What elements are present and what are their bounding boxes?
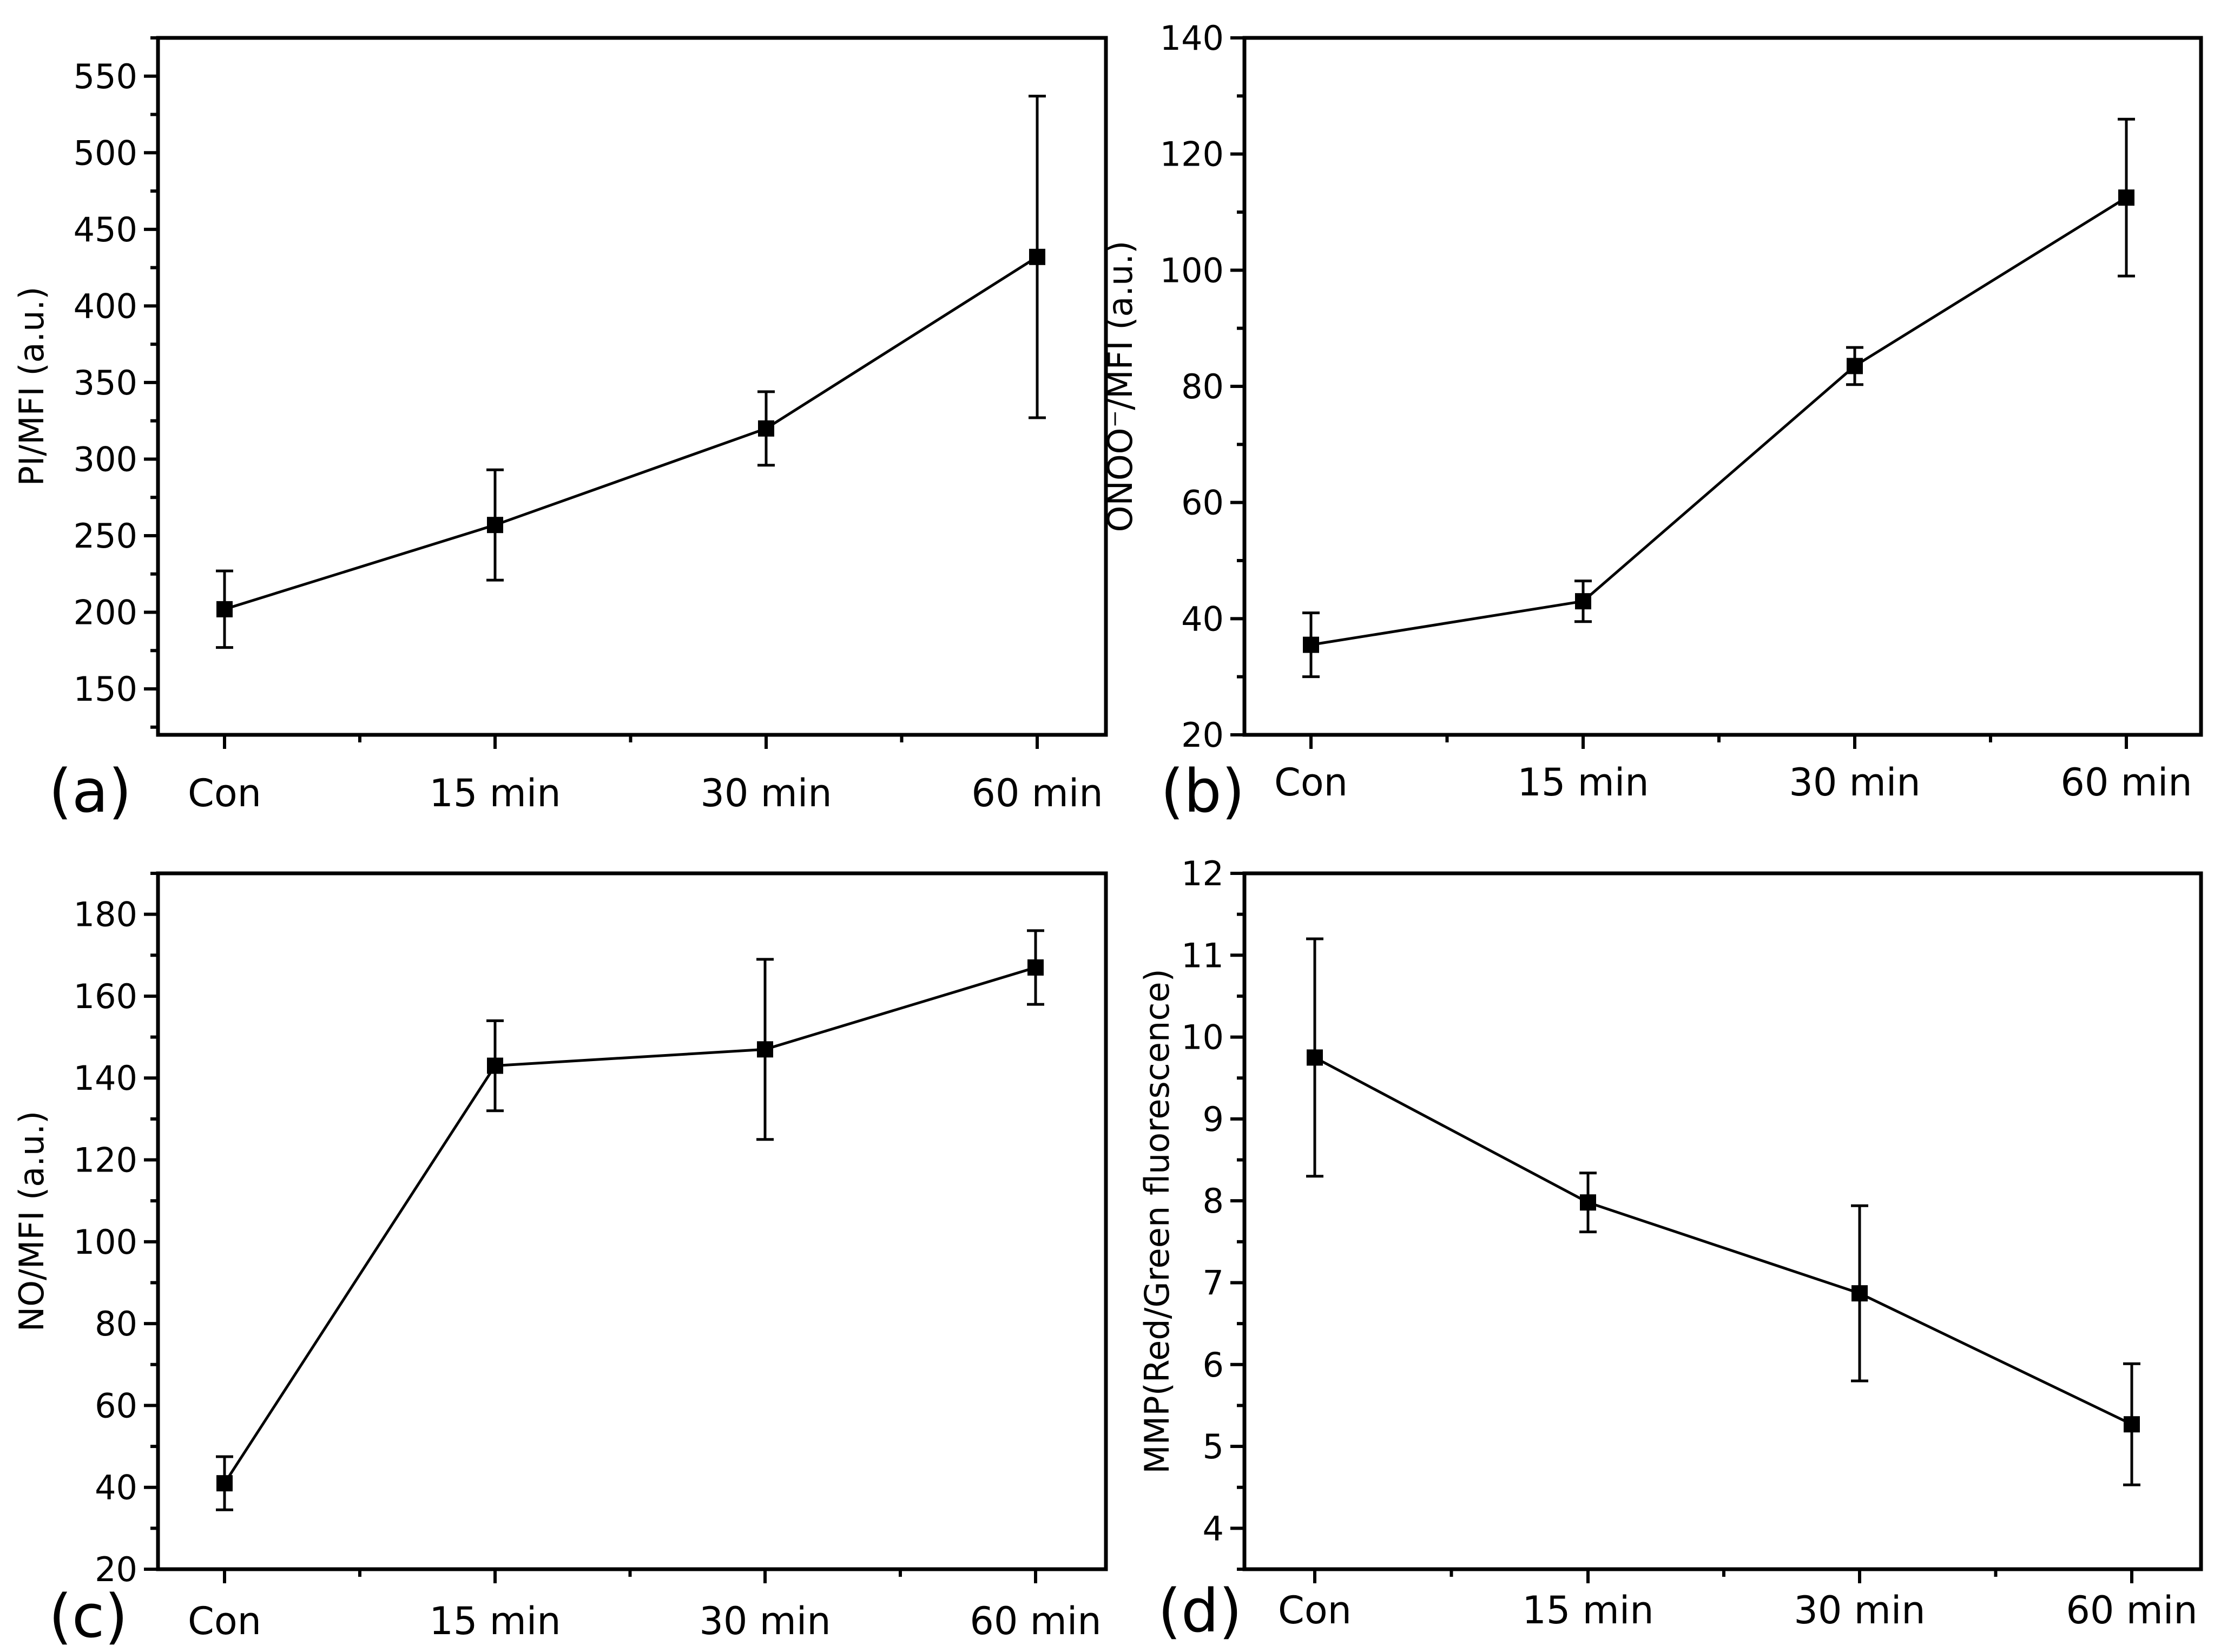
y-tick-label: 140 xyxy=(74,1058,137,1098)
x-category-label: 15 min xyxy=(1522,1588,1653,1633)
y-tick-label: 550 xyxy=(74,57,137,96)
y-tick-label: 180 xyxy=(74,895,137,934)
y-tick-label: 120 xyxy=(1160,135,1224,174)
y-tick-label: 5 xyxy=(1203,1427,1224,1466)
y-tick-label: 40 xyxy=(1181,599,1224,639)
plot-frame xyxy=(1242,871,2203,1571)
data-point xyxy=(1029,248,1045,265)
plot-frame xyxy=(156,871,1108,1571)
data-point xyxy=(2124,1416,2140,1433)
y-tick-label: 9 xyxy=(1203,1100,1224,1139)
data-point xyxy=(216,1475,233,1492)
data-point xyxy=(757,1041,773,1058)
y-tick-label: 500 xyxy=(74,133,137,173)
x-category-label: 30 min xyxy=(1789,760,1920,805)
y-tick-label: 80 xyxy=(95,1304,137,1344)
x-category-label: 15 min xyxy=(1517,760,1649,805)
series-line xyxy=(1314,1056,2133,1426)
y-tick-label: 100 xyxy=(1160,251,1224,290)
data-point xyxy=(1575,593,1591,610)
panel-label: (c) xyxy=(49,1582,128,1651)
data-point xyxy=(2118,189,2134,206)
panel-label: (a) xyxy=(49,756,131,826)
y-axis-label: PI/MFI (a.u.) xyxy=(12,287,51,486)
data-point xyxy=(1847,358,1863,374)
y-tick-label: 20 xyxy=(95,1550,137,1589)
panel-label: (b) xyxy=(1161,756,1245,826)
y-tick-label: 100 xyxy=(74,1222,137,1262)
y-tick-label: 40 xyxy=(95,1468,137,1508)
y-tick-label: 350 xyxy=(74,363,137,403)
x-category-label: 30 min xyxy=(700,771,832,815)
y-tick-label: 60 xyxy=(95,1386,137,1425)
series-line xyxy=(1310,196,2127,647)
plot-frame xyxy=(1242,36,2203,737)
x-category-label: 15 min xyxy=(429,1599,561,1643)
data-point xyxy=(216,601,233,617)
y-tick-label: 10 xyxy=(1181,1018,1224,1057)
y-tick-label: 120 xyxy=(74,1141,137,1180)
data-point xyxy=(1303,636,1319,653)
panel-a: 150 200 250 300 350 400 450 500 550 Con 15 min 30 m… xyxy=(12,36,1108,826)
panel-c: 20 40 60 80 100 120 140 160 180 Con 15 min 30 min 60… xyxy=(12,871,1108,1651)
y-tick-label: 450 xyxy=(74,210,137,249)
y-tick-label: 150 xyxy=(74,669,137,709)
y-tick-label: 300 xyxy=(74,439,137,479)
y-tick-label: 11 xyxy=(1181,936,1224,975)
data-point xyxy=(487,517,503,534)
x-category-label: 60 min xyxy=(2060,760,2192,805)
panel-b: 20 40 60 80 100 120 140 Con 15 min 30 min 60 min ON… xyxy=(1101,18,2203,826)
y-tick-label: 4 xyxy=(1203,1509,1224,1548)
y-tick-label: 8 xyxy=(1203,1181,1224,1221)
y-tick-label: 200 xyxy=(74,593,137,633)
series-line xyxy=(223,966,1036,1484)
data-point xyxy=(487,1057,503,1074)
y-tick-label: 160 xyxy=(74,977,137,1016)
x-category-label: 30 min xyxy=(699,1599,831,1643)
x-category-label: 60 min xyxy=(970,1599,1101,1643)
x-category-label: 60 min xyxy=(971,771,1103,815)
x-category-label: Con xyxy=(188,1599,261,1643)
y-tick-label: 60 xyxy=(1181,483,1224,523)
y-tick-label: 6 xyxy=(1203,1345,1224,1385)
y-axis-label: NO/MFI (a.u.) xyxy=(12,1111,51,1332)
data-point xyxy=(1851,1285,1868,1302)
y-tick-label: 400 xyxy=(74,286,137,326)
y-axis-label: MMP(Red/Green fluorescence) xyxy=(1137,969,1177,1474)
y-tick-label: 80 xyxy=(1181,367,1224,406)
y-tick-label: 140 xyxy=(1160,18,1224,58)
y-tick-label: 7 xyxy=(1203,1263,1224,1302)
data-point xyxy=(1580,1194,1596,1211)
y-tick-label: 12 xyxy=(1181,854,1224,893)
data-point xyxy=(1307,1049,1323,1066)
plot-frame xyxy=(156,36,1108,737)
data-point xyxy=(758,420,774,437)
series-line xyxy=(224,255,1038,611)
x-category-label: 15 min xyxy=(429,771,561,815)
panel-label: (d) xyxy=(1158,1576,1242,1646)
x-category-label: 30 min xyxy=(1794,1588,1925,1633)
y-tick-label: 250 xyxy=(74,516,137,556)
y-tick-label: 20 xyxy=(1181,715,1224,755)
data-point xyxy=(1027,959,1044,976)
panel-d: 4 5 6 7 8 9 10 11 12 Con 15 min 30 min 60 min MMP(Red… xyxy=(1137,854,2203,1646)
x-category-label: Con xyxy=(1274,760,1348,805)
x-category-label: 60 min xyxy=(2066,1588,2197,1633)
y-axis-label: ONOO⁻/MFI (a.u.) xyxy=(1101,241,1140,532)
x-category-label: Con xyxy=(188,771,261,815)
x-category-label: Con xyxy=(1278,1588,1352,1633)
